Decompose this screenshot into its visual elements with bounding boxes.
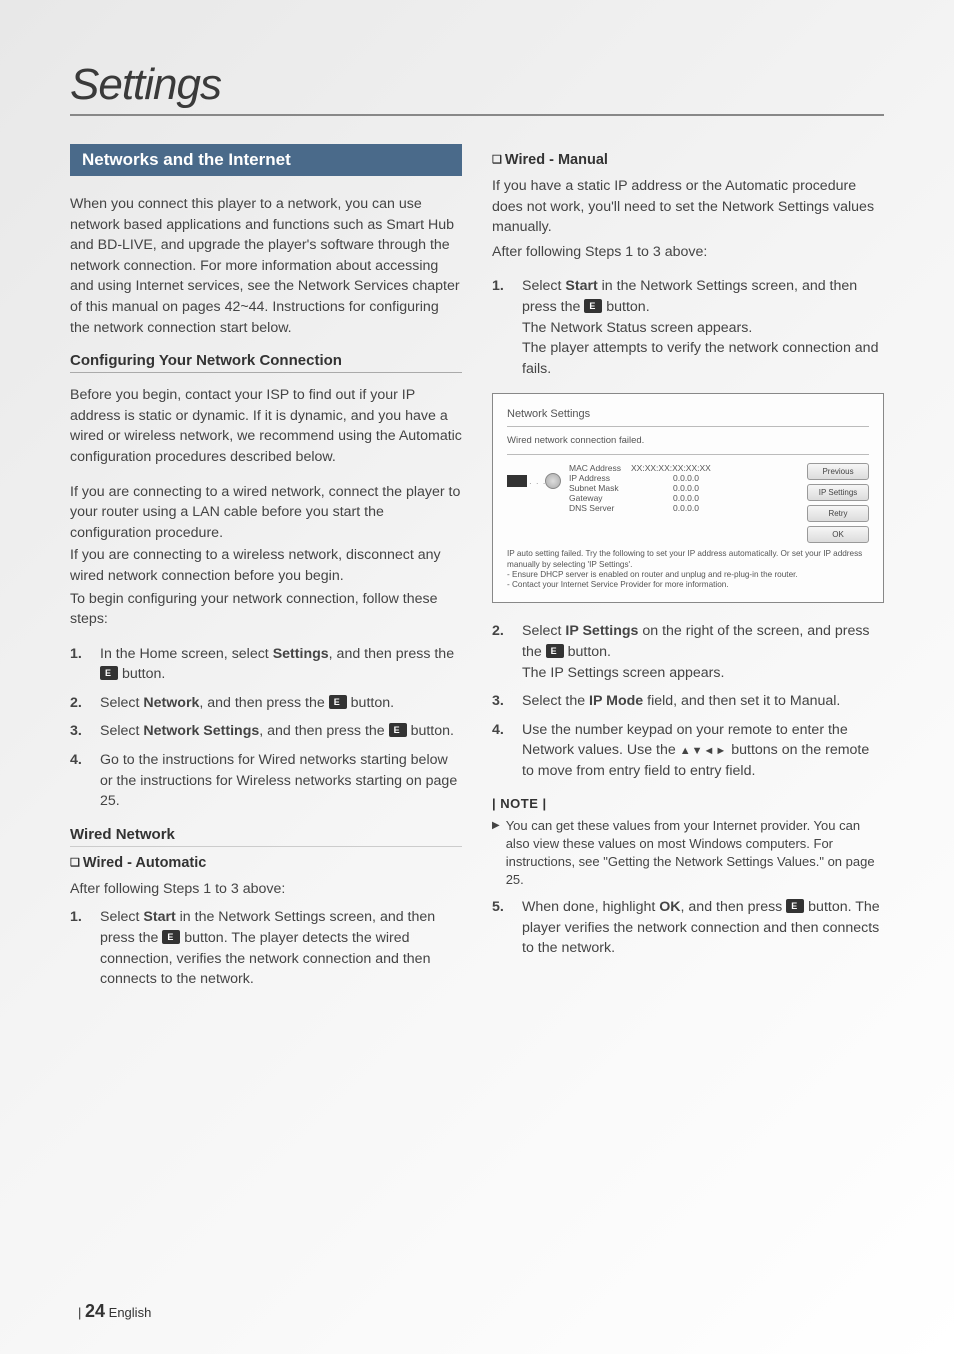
right-column: Wired - Manual If you have a static IP a… <box>492 144 884 1004</box>
list-item: 3.Select Network Settings, and then pres… <box>70 721 462 742</box>
list-item: 2.Select Network, and then press the but… <box>70 693 462 714</box>
note-item: ▶ You can get these values from your Int… <box>492 817 884 890</box>
network-settings-panel: Network Settings Wired network connectio… <box>492 393 884 603</box>
wired-auto-heading: Wired - Automatic <box>70 855 462 871</box>
wired-heading: Wired Network <box>70 826 462 847</box>
wired-manual-heading: Wired - Manual <box>492 152 884 168</box>
panel-title: Network Settings <box>507 408 869 420</box>
intro-text: When you connect this player to a networ… <box>70 194 462 338</box>
list-item: 1.In the Home screen, select Settings, a… <box>70 644 462 685</box>
config-p3: If you are connecting to a wireless netw… <box>70 545 462 586</box>
left-column: Networks and the Internet When you conne… <box>70 144 462 1004</box>
list-item: 2.Select IP Settings on the right of the… <box>492 621 884 683</box>
list-item: 4.Go to the instructions for Wired netwo… <box>70 750 462 812</box>
steps2-list: 2.Select IP Settings on the right of the… <box>492 621 884 781</box>
enter-button-icon <box>389 723 407 737</box>
manual-step1: 1.Select Start in the Network Settings s… <box>492 276 884 379</box>
enter-button-icon <box>329 695 347 709</box>
wired-manual-intro: If you have a static IP address or the A… <box>492 176 884 238</box>
enter-button-icon <box>100 666 118 680</box>
triangle-icon: ▶ <box>492 817 500 890</box>
page-title: Settings <box>70 60 884 116</box>
enter-button-icon <box>162 930 180 944</box>
list-item: 4.Use the number keypad on your remote t… <box>492 720 884 782</box>
note-label: | NOTE | <box>492 796 884 811</box>
list-item: 3.Select the IP Mode field, and then set… <box>492 691 884 712</box>
config-heading: Configuring Your Network Connection <box>70 352 462 369</box>
enter-button-icon <box>546 644 564 658</box>
panel-button[interactable]: IP Settings <box>807 484 869 501</box>
note-text: You can get these values from your Inter… <box>506 817 884 890</box>
step5: 5.When done, highlight OK, and then pres… <box>492 897 884 959</box>
wired-auto-step: 1.Select Start in the Network Settings s… <box>70 907 462 989</box>
list-item: 5.When done, highlight OK, and then pres… <box>492 897 884 959</box>
wired-auto-intro: After following Steps 1 to 3 above: <box>70 879 462 900</box>
connection-diagram-icon: · · · <box>507 469 561 495</box>
steps1-list: 1.In the Home screen, select Settings, a… <box>70 644 462 812</box>
panel-info: IP auto setting failed. Try the followin… <box>507 549 869 590</box>
page-number: 24 <box>85 1301 105 1321</box>
panel-button[interactable]: Retry <box>807 505 869 522</box>
wired-manual-intro2: After following Steps 1 to 3 above: <box>492 242 884 263</box>
config-p2: If you are connecting to a wired network… <box>70 482 462 544</box>
enter-button-icon <box>584 299 602 313</box>
config-p1: Before you begin, contact your ISP to fi… <box>70 385 462 467</box>
enter-button-icon <box>786 899 804 913</box>
footer-lang: English <box>109 1305 152 1320</box>
list-item: 1.Select Start in the Network Settings s… <box>70 907 462 989</box>
panel-table: MAC AddressXX:XX:XX:XX:XX:XXIP Address0.… <box>569 463 699 543</box>
page-footer: | 24 English <box>78 1301 151 1322</box>
panel-button[interactable]: Previous <box>807 463 869 480</box>
panel-buttons: Previous IP Settings Retry OK <box>807 463 869 543</box>
list-item: 1.Select Start in the Network Settings s… <box>492 276 884 379</box>
config-p4: To begin configuring your network connec… <box>70 589 462 630</box>
panel-msg: Wired network connection failed. <box>507 435 869 446</box>
section-header: Networks and the Internet <box>70 144 462 176</box>
panel-button[interactable]: OK <box>807 526 869 543</box>
